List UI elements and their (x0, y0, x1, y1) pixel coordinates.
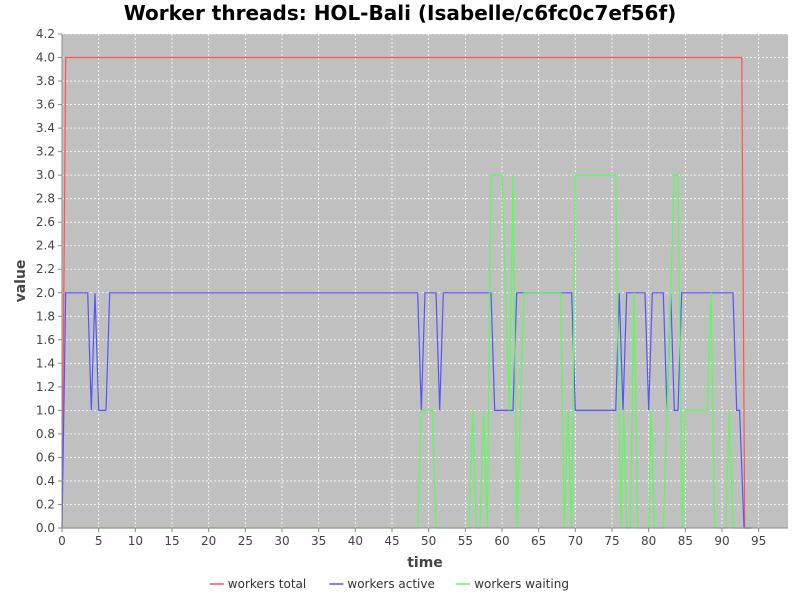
y-tick-label: 3.6 (36, 98, 55, 112)
x-tick-label: 40 (348, 534, 363, 548)
x-tick-label: 20 (201, 534, 216, 548)
x-tick-label: 35 (311, 534, 326, 548)
x-tick-label: 90 (714, 534, 729, 548)
legend-item: workers waiting (456, 577, 569, 591)
x-tick-label: 70 (568, 534, 583, 548)
x-tick-label: 50 (421, 534, 436, 548)
y-tick-label: 3.4 (36, 121, 55, 135)
x-tick-label: 95 (751, 534, 766, 548)
grid (62, 33, 788, 528)
x-tick-label: 60 (494, 534, 509, 548)
x-tick-label: 15 (164, 534, 179, 548)
y-tick-label: 2.8 (36, 192, 55, 206)
y-tick-label: 1.8 (36, 309, 55, 323)
y-tick-label: 0.8 (36, 427, 55, 441)
y-tick-label: 4.2 (36, 27, 55, 41)
y-tick-label: 2.4 (36, 239, 55, 253)
x-tick-label: 55 (458, 534, 473, 548)
x-axis-label: time (407, 555, 443, 571)
y-tick-label: 3.2 (36, 145, 55, 159)
x-tick-label: 5 (95, 534, 103, 548)
series-line-workers-waiting (62, 174, 752, 529)
x-tick-label: 30 (274, 534, 289, 548)
x-tick-label: 0 (58, 534, 66, 548)
y-tick-label: 0.0 (36, 521, 55, 535)
chart-title: Worker threads: HOL-Bali (Isabelle/c6fc0… (124, 1, 677, 25)
x-tick-label: 75 (604, 534, 619, 548)
y-tick-label: 1.0 (36, 403, 55, 417)
y-tick-label: 1.2 (36, 380, 55, 394)
x-tick-label: 25 (238, 534, 253, 548)
legend: workers total workers active workers waiti… (209, 577, 569, 591)
x-tick-label: 10 (128, 534, 143, 548)
axes: 0 5 10 15 20 25 30 35 40 45 50 55 60 65 70 75 80 85 90 95 0.… (36, 27, 788, 548)
y-axis-label: value (13, 260, 29, 303)
y-tick-label: 2.2 (36, 262, 55, 276)
x-tick-label: 80 (641, 534, 656, 548)
y-tick-label: 0.6 (36, 450, 55, 464)
legend-item: workers active (329, 577, 435, 591)
y-tick-label: 3.0 (36, 168, 55, 182)
plot-area (62, 34, 788, 528)
y-tick-label: 1.6 (36, 333, 55, 347)
legend-label: workers active (347, 577, 434, 591)
y-tick-label: 1.4 (36, 356, 55, 370)
legend-item: workers total (209, 577, 306, 591)
legend-label: workers total (228, 577, 306, 591)
x-tick-label: 85 (678, 534, 693, 548)
y-tick-label: 4.0 (36, 51, 55, 65)
y-tick-label: 0.2 (36, 497, 55, 511)
y-tick-label: 2.0 (36, 286, 55, 300)
y-tick-label: 3.8 (36, 74, 55, 88)
y-tick-label: 2.6 (36, 215, 55, 229)
x-tick-label: 65 (531, 534, 546, 548)
legend-label: workers waiting (474, 577, 569, 591)
y-tick-label: 0.4 (36, 474, 55, 488)
x-tick-label: 45 (384, 534, 399, 548)
